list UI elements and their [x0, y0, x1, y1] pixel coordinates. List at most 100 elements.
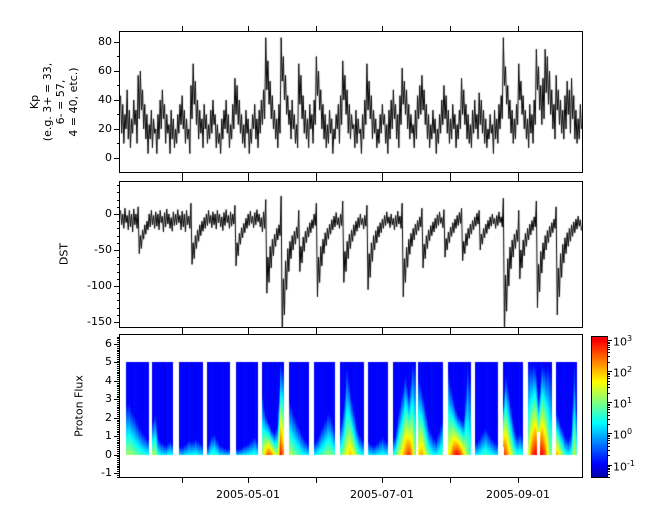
y-tick-label: 4 [105, 374, 112, 387]
colorbar-minor-tick [607, 384, 610, 385]
y-minor-tick [117, 423, 120, 424]
y-minor-tick [117, 322, 120, 323]
y-minor-tick [117, 293, 120, 294]
colorbar-tick-label: 100 [613, 427, 633, 442]
colorbar-tick-label: 103 [613, 334, 633, 349]
y-minor-tick [117, 243, 120, 244]
x-tick-bottom [248, 478, 249, 483]
colorbar-minor-tick [607, 352, 610, 353]
y-minor-tick [117, 385, 120, 386]
y-minor-tick [117, 473, 120, 474]
colorbar-minor-tick [607, 446, 610, 447]
y-minor-tick [117, 420, 120, 421]
x-tick-bottom [248, 173, 249, 178]
y-minor-tick [117, 361, 120, 362]
colorbar-minor-tick [607, 362, 610, 363]
colorbar-minor-tick [607, 455, 610, 456]
y-minor-tick [117, 414, 120, 415]
y-tick-label: 1 [105, 429, 112, 442]
y-minor-tick [117, 143, 120, 144]
x-tick-top [248, 329, 249, 334]
y-minor-tick [117, 42, 120, 43]
y-minor-tick [117, 228, 120, 229]
y-minor-tick [117, 366, 120, 367]
y-minor-tick [117, 368, 120, 369]
y-minor-tick [117, 392, 120, 393]
y-minor-tick [117, 370, 120, 371]
y-minor-tick [117, 418, 120, 419]
colorbar-minor-tick [607, 373, 610, 374]
colorbar-tick-label: 10-1 [613, 459, 635, 474]
y-minor-tick [117, 200, 120, 201]
y-minor-tick [117, 469, 120, 470]
y-minor-tick [117, 214, 120, 215]
colorbar-minor-tick [607, 342, 610, 343]
y-minor-tick [117, 350, 120, 351]
x-tick-top [518, 329, 519, 334]
y-tick-label: -150 [87, 315, 112, 328]
kp-line-chart [120, 32, 582, 172]
colorbar-minor-tick [607, 450, 610, 451]
y-minor-tick [117, 425, 120, 426]
y-tick-label: 6 [105, 337, 112, 350]
x-tick-top [316, 26, 317, 31]
colorbar-minor-tick [607, 407, 610, 408]
proton-flux-spectrogram [120, 335, 582, 477]
colorbar-gradient [592, 337, 607, 477]
colorbar-minor-tick [607, 435, 610, 436]
y-minor-tick [117, 397, 120, 398]
y-minor-tick [117, 315, 120, 316]
x-tick-bottom [382, 173, 383, 178]
colorbar-minor-tick [607, 343, 610, 344]
x-tick-bottom [316, 173, 317, 178]
x-tick-bottom [182, 478, 183, 483]
y-minor-tick [117, 442, 120, 443]
y-minor-tick [117, 338, 120, 339]
y-minor-tick [117, 114, 120, 115]
y-minor-tick [117, 447, 120, 448]
x-tick-top [450, 176, 451, 181]
y-minor-tick [117, 416, 120, 417]
x-tick-bottom [182, 173, 183, 178]
colorbar-minor-tick [607, 381, 610, 382]
colorbar-minor-tick [607, 349, 610, 350]
y-tick-label: 20 [98, 122, 112, 135]
x-tick-top [316, 176, 317, 181]
y-minor-tick [117, 408, 120, 409]
y-minor-tick [117, 286, 120, 287]
x-tick-top [382, 329, 383, 334]
y-minor-tick [117, 471, 120, 472]
colorbar-minor-tick [607, 424, 610, 425]
colorbar-minor-tick [607, 471, 610, 472]
colorbar-minor-tick [607, 409, 610, 410]
y-minor-tick [117, 405, 120, 406]
y-minor-tick [117, 438, 120, 439]
y-tick-label: 5 [105, 355, 112, 368]
y-minor-tick [117, 456, 120, 457]
colorbar-minor-tick [607, 415, 610, 416]
y-minor-tick [117, 394, 120, 395]
y-minor-tick [117, 158, 120, 159]
y-minor-tick [117, 85, 120, 86]
x-tick-top [382, 26, 383, 31]
y-minor-tick [117, 467, 120, 468]
y-minor-tick [117, 272, 120, 273]
x-tick-top [182, 176, 183, 181]
y-minor-tick [117, 455, 120, 456]
y-tick-label: -50 [94, 243, 112, 256]
colorbar-minor-tick [607, 469, 610, 470]
y-minor-tick [117, 364, 120, 365]
y-minor-tick [117, 348, 120, 349]
x-tick-top [518, 176, 519, 181]
x-tick-top [316, 329, 317, 334]
y-minor-tick [117, 375, 120, 376]
y-minor-tick [117, 372, 120, 373]
y-minor-tick [117, 100, 120, 101]
y-minor-tick [117, 401, 120, 402]
colorbar-tick-label: 102 [613, 365, 633, 380]
y-minor-tick [117, 308, 120, 309]
colorbar-minor-tick [607, 477, 610, 478]
y-minor-tick [117, 477, 120, 478]
y-minor-tick [117, 56, 120, 57]
colorbar-minor-tick [607, 347, 610, 348]
